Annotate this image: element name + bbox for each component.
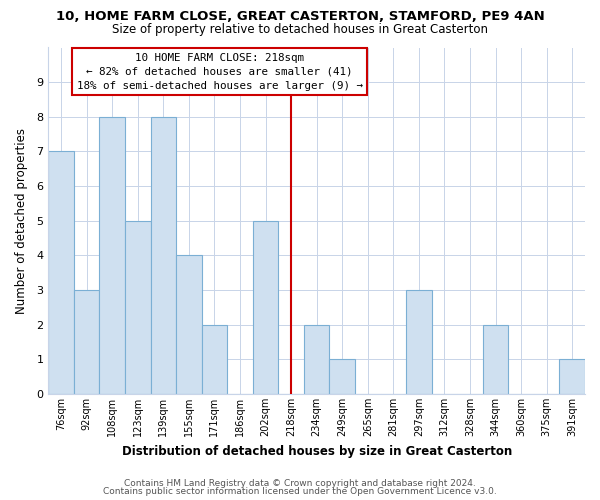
Bar: [304, 324, 329, 394]
Bar: [151, 117, 176, 394]
Text: Contains public sector information licensed under the Open Government Licence v3: Contains public sector information licen…: [103, 487, 497, 496]
Text: Contains HM Land Registry data © Crown copyright and database right 2024.: Contains HM Land Registry data © Crown c…: [124, 478, 476, 488]
Bar: [253, 221, 278, 394]
X-axis label: Distribution of detached houses by size in Great Casterton: Distribution of detached houses by size …: [122, 444, 512, 458]
Bar: [100, 117, 125, 394]
Bar: [49, 152, 74, 394]
Bar: [176, 256, 202, 394]
Bar: [483, 324, 508, 394]
Text: 10, HOME FARM CLOSE, GREAT CASTERTON, STAMFORD, PE9 4AN: 10, HOME FARM CLOSE, GREAT CASTERTON, ST…: [56, 10, 544, 23]
Y-axis label: Number of detached properties: Number of detached properties: [15, 128, 28, 314]
Bar: [125, 221, 151, 394]
Bar: [74, 290, 100, 394]
Text: 10 HOME FARM CLOSE: 218sqm
← 82% of detached houses are smaller (41)
18% of semi: 10 HOME FARM CLOSE: 218sqm ← 82% of deta…: [77, 52, 362, 90]
Bar: [406, 290, 431, 394]
Text: Size of property relative to detached houses in Great Casterton: Size of property relative to detached ho…: [112, 22, 488, 36]
Bar: [559, 360, 585, 394]
Bar: [202, 324, 227, 394]
Bar: [329, 360, 355, 394]
